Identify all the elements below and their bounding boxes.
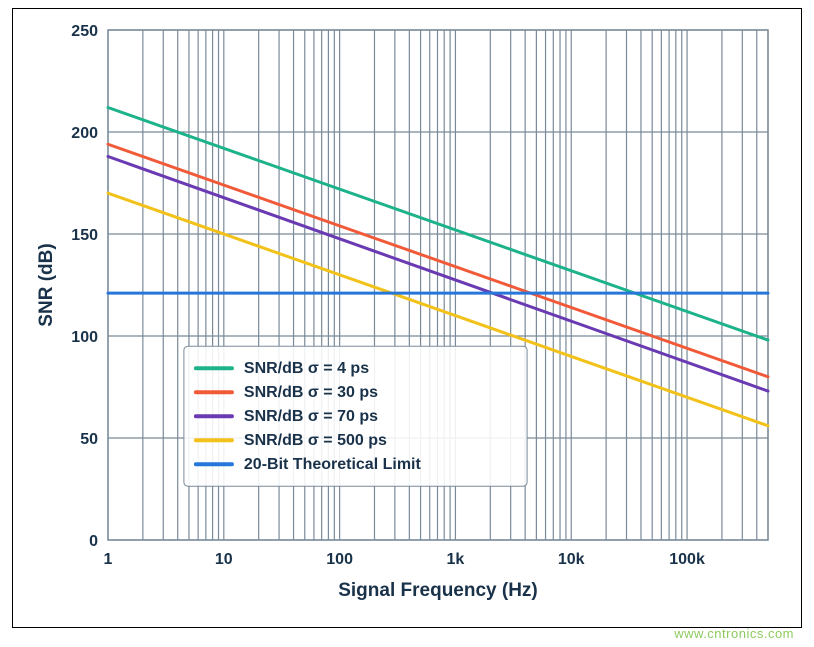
y-tick-label: 150 [71, 227, 98, 244]
y-tick-label: 200 [71, 125, 98, 142]
legend-label: SNR/dB σ = 30 ps [244, 384, 378, 401]
x-tick-label: 1 [104, 551, 113, 568]
chart-container: 1 10 100 1k 10k 100k Signal Frequency (Hz) 0 50 1… [28, 20, 788, 610]
legend: SNR/dB σ = 4 ps SNR/dB σ = 30 ps SNR/dB σ … [184, 346, 527, 486]
y-tick-label: 0 [89, 533, 98, 550]
snr-line-chart: 1 10 100 1k 10k 100k Signal Frequency (Hz) 0 50 1… [28, 20, 788, 610]
watermark: www.cntronics.com [674, 626, 794, 641]
legend-label: 20-Bit Theoretical Limit [244, 456, 422, 473]
y-tick-label: 250 [71, 23, 98, 40]
x-tick-label: 100 [326, 551, 353, 568]
legend-label: SNR/dB σ = 70 ps [244, 408, 378, 425]
y-tick-label: 50 [80, 431, 98, 448]
x-axis-title: Signal Frequency (Hz) [338, 580, 538, 601]
x-tick-label: 100k [669, 551, 705, 568]
legend-label: SNR/dB σ = 4 ps [244, 360, 369, 377]
x-tick-label: 1k [447, 551, 465, 568]
y-tick-label: 100 [71, 329, 98, 346]
x-tick-label: 10 [215, 551, 233, 568]
legend-label: SNR/dB σ = 500 ps [244, 432, 387, 449]
x-tick-label: 10k [558, 551, 585, 568]
y-axis-title: SNR (dB) [36, 243, 57, 326]
